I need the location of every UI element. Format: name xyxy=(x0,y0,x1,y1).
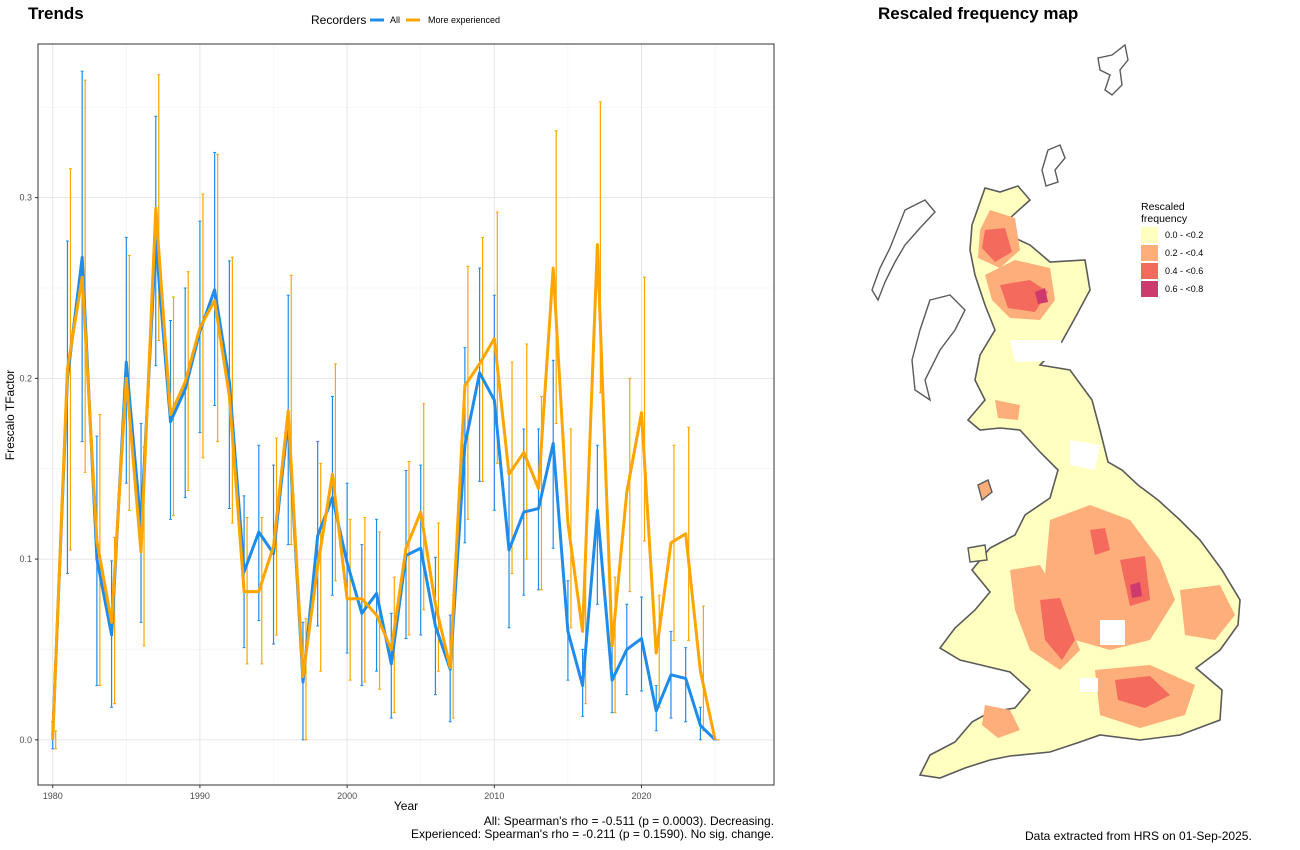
map-band-orange xyxy=(1045,505,1175,650)
y-tick-label: 0.2 xyxy=(19,373,32,383)
map-band-orange xyxy=(1180,585,1235,640)
map-west-isles xyxy=(911,294,966,402)
map-band-red xyxy=(1120,556,1150,606)
map-legend-row: 0.2 - <0.4 xyxy=(1141,244,1203,261)
y-tick-label: 0.1 xyxy=(19,554,32,564)
map-orkney xyxy=(1041,144,1066,187)
x-tick-label: 1980 xyxy=(43,791,63,801)
axis-layer: 0.0 0.1 0.2 0.3 1980 1990 2000 2010 2020 xyxy=(19,193,651,801)
map-band-red xyxy=(1090,528,1110,555)
plot-border xyxy=(37,43,775,786)
trend-statistics: All: Spearman's rho = -0.511 (p = 0.0003… xyxy=(411,815,774,841)
map-gap xyxy=(1070,440,1100,470)
y-axis-title: Frescalo TFactor xyxy=(3,370,17,460)
series-line-more-experienced xyxy=(51,207,717,741)
series-more-experienced xyxy=(54,74,720,750)
x-tick-label: 2000 xyxy=(337,791,357,801)
series-all xyxy=(51,70,717,750)
map-gap xyxy=(1080,678,1098,692)
map-legend-swatch xyxy=(1141,244,1158,261)
frequency-map xyxy=(871,43,1241,779)
y-tick-label: 0.0 xyxy=(19,735,32,745)
map-band-darkred xyxy=(1130,582,1142,598)
map-legend-row: 0.0 - <0.2 xyxy=(1141,226,1203,243)
map-legend-title-2: frequency xyxy=(1141,213,1188,225)
map-legend: Rescaled frequency 0.0 - <0.2 0.2 - <0.4… xyxy=(1141,201,1203,297)
map-gap xyxy=(1100,620,1125,645)
map-legend-label: 0.2 - <0.4 xyxy=(1165,247,1204,258)
legend-label-experienced: More experienced xyxy=(428,15,500,25)
legend-title: Recorders xyxy=(311,13,366,27)
map-legend-title-1: Rescaled xyxy=(1141,201,1185,213)
trends-title: Trends xyxy=(28,4,84,23)
map-band-red xyxy=(1000,280,1048,312)
map-legend-row: 0.6 - <0.8 xyxy=(1141,280,1203,297)
map-title: Rescaled frequency map xyxy=(878,4,1079,23)
map-band-orange xyxy=(995,400,1020,420)
map-legend-label: 0.0 - <0.2 xyxy=(1165,229,1204,240)
map-band-darkred xyxy=(1035,288,1048,304)
map-band-red xyxy=(1115,676,1170,708)
map-isle-of-man xyxy=(977,479,993,502)
map-anglesey xyxy=(967,544,988,563)
map-data-note: Data extracted from HRS on 01-Sep-2025. xyxy=(1025,829,1252,843)
map-band-red xyxy=(1040,598,1075,660)
map-gap xyxy=(1010,340,1070,362)
map-shetland xyxy=(1097,43,1129,96)
map-band-red xyxy=(982,228,1012,262)
x-axis-title: Year xyxy=(394,799,418,813)
series-layer xyxy=(51,70,720,750)
map-legend-label: 0.6 - <0.8 xyxy=(1165,283,1204,294)
y-tick-label: 0.3 xyxy=(19,193,32,203)
legend: Recorders All More experienced xyxy=(311,13,500,27)
map-band-orange xyxy=(982,705,1020,738)
x-tick-label: 2020 xyxy=(632,791,652,801)
map-legend-row: 0.4 - <0.6 xyxy=(1141,262,1203,279)
x-tick-label: 1990 xyxy=(190,791,210,801)
stats-all: All: Spearman's rho = -0.511 (p = 0.0003… xyxy=(483,814,774,828)
map-legend-swatch xyxy=(1141,262,1158,279)
map-legend-label: 0.4 - <0.6 xyxy=(1165,265,1204,276)
map-legend-swatch xyxy=(1141,280,1158,297)
map-mainland xyxy=(918,185,1241,779)
stats-experienced: Experienced: Spearman's rho = -0.211 (p … xyxy=(411,827,774,841)
legend-label-all: All xyxy=(390,15,400,25)
map-hebrides xyxy=(871,199,936,302)
map-legend-swatch xyxy=(1141,226,1158,243)
x-tick-label: 2010 xyxy=(484,791,504,801)
